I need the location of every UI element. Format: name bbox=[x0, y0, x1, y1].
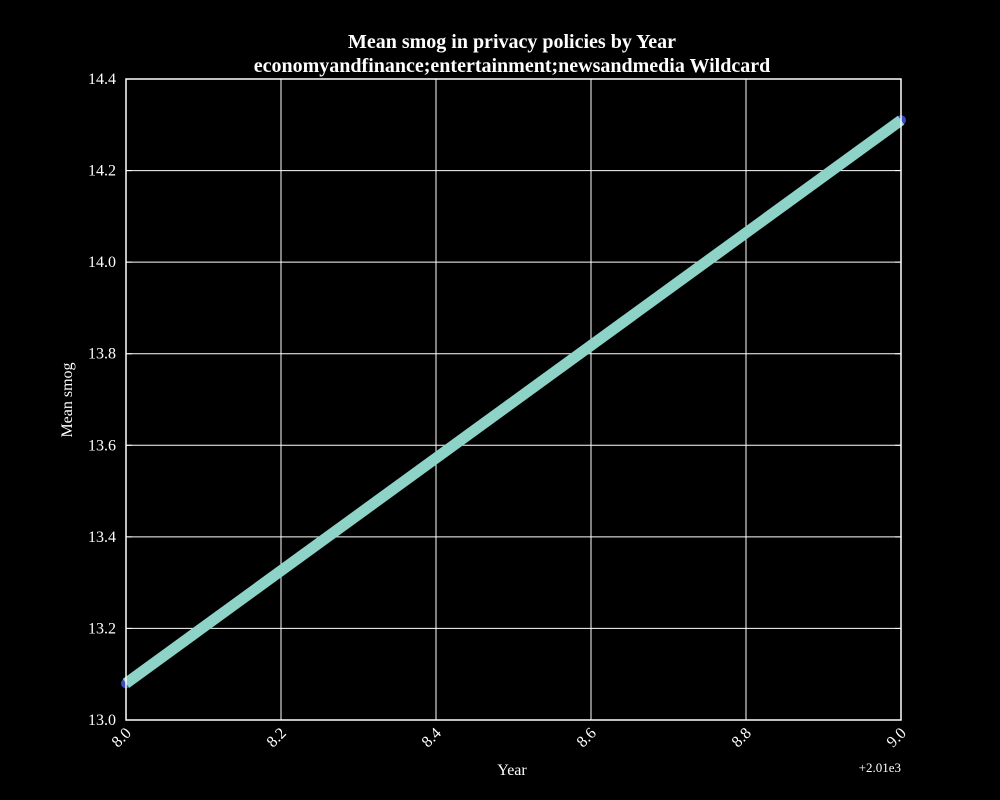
y-tick-label: 13.2 bbox=[88, 620, 116, 637]
y-tick-label: 13.6 bbox=[88, 437, 116, 454]
y-tick-label: 14.4 bbox=[88, 71, 116, 88]
plot-frame bbox=[125, 78, 902, 721]
series-layer bbox=[121, 115, 906, 689]
x-axis-label: Year bbox=[497, 762, 527, 779]
y-tick-label: 13.4 bbox=[88, 529, 116, 546]
y-axis-label: Mean smog bbox=[59, 362, 76, 437]
x-axis-offset-label: +2.01e3 bbox=[859, 760, 901, 775]
y-tick-label: 13.0 bbox=[88, 712, 116, 729]
y-tick-label: 13.8 bbox=[88, 346, 116, 363]
y-tick-label: 14.0 bbox=[88, 254, 116, 271]
chart-subtitle: economyandfinance;entertainment;newsandm… bbox=[254, 55, 770, 77]
y-tick-label: 14.2 bbox=[88, 163, 116, 180]
series-line bbox=[122, 115, 905, 688]
tick-marks bbox=[125, 78, 902, 721]
chart-title: Mean smog in privacy policies by Year bbox=[348, 31, 676, 53]
